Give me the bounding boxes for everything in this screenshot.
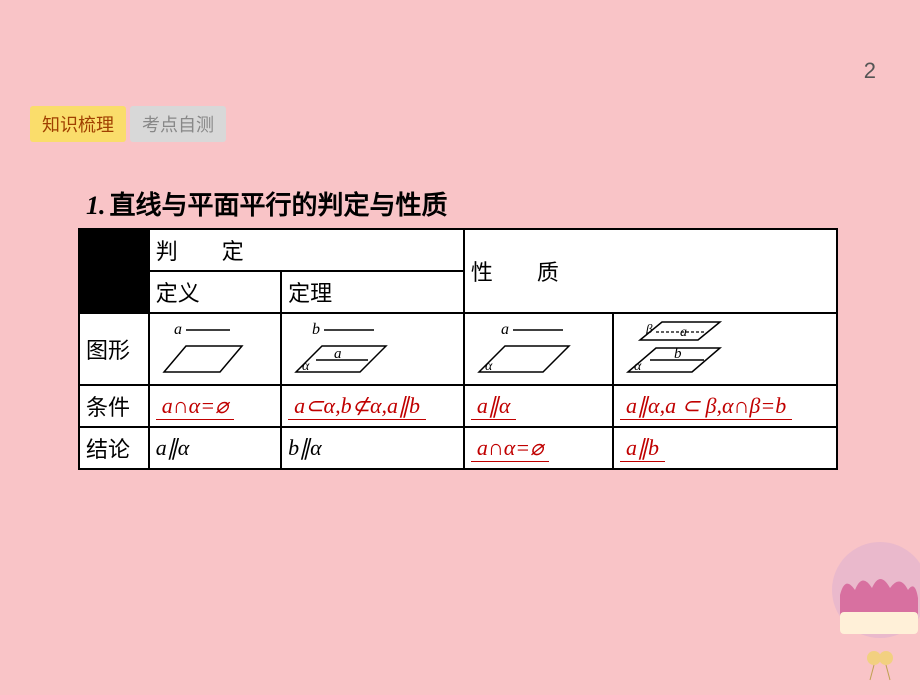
colgroup-judgment: 判 定 <box>149 229 464 271</box>
row-figure-header: 图形 <box>79 313 149 385</box>
svg-text:a: a <box>680 325 687 340</box>
svg-text:a: a <box>334 346 342 362</box>
svg-text:β: β <box>645 321 653 336</box>
figure-4: β a b α <box>613 313 837 385</box>
figure-3: a α <box>464 313 613 385</box>
condition-4: a∥α,a ⊂ β,α∩β=b <box>613 385 837 427</box>
figure-2: b a α <box>281 313 464 385</box>
svg-text:α: α <box>302 359 310 374</box>
colgroup-property: 性 质 <box>464 229 837 313</box>
row-conclusion-header: 结论 <box>79 427 149 469</box>
subcol-definition: 定义 <box>149 271 281 313</box>
page-number: 2 <box>864 58 876 84</box>
tab-bar: 知识梳理 考点自测 <box>30 106 226 142</box>
svg-text:b: b <box>312 321 320 338</box>
section-heading: 1.直线与平面平行的判定与性质 <box>86 185 448 222</box>
condition-2: a⊂α,b⊄α,a∥b <box>281 385 464 427</box>
tab-selftest[interactable]: 考点自测 <box>130 106 226 142</box>
figure-1: a <box>149 313 281 385</box>
svg-text:a: a <box>501 321 509 338</box>
condition-3: a∥α <box>464 385 613 427</box>
stub-cell <box>79 229 149 313</box>
conclusion-1: a∥α <box>149 427 281 469</box>
corner-decoration <box>800 530 920 690</box>
heading-number: 1. <box>86 191 106 220</box>
row-condition-header: 条件 <box>79 385 149 427</box>
svg-text:α: α <box>485 359 493 374</box>
svg-text:α: α <box>634 359 642 374</box>
svg-text:a: a <box>174 321 182 338</box>
main-table: 判 定 性 质 定义 定理 图形 a b a α <box>78 228 838 470</box>
conclusion-2: b∥α <box>281 427 464 469</box>
heading-text: 直线与平面平行的判定与性质 <box>110 190 448 220</box>
condition-1: a∩α=⌀ <box>149 385 281 427</box>
svg-text:b: b <box>674 346 682 362</box>
tab-knowledge[interactable]: 知识梳理 <box>30 106 126 142</box>
conclusion-3: a∩α=⌀ <box>464 427 613 469</box>
subcol-theorem: 定理 <box>281 271 464 313</box>
conclusion-4: a∥b <box>613 427 837 469</box>
